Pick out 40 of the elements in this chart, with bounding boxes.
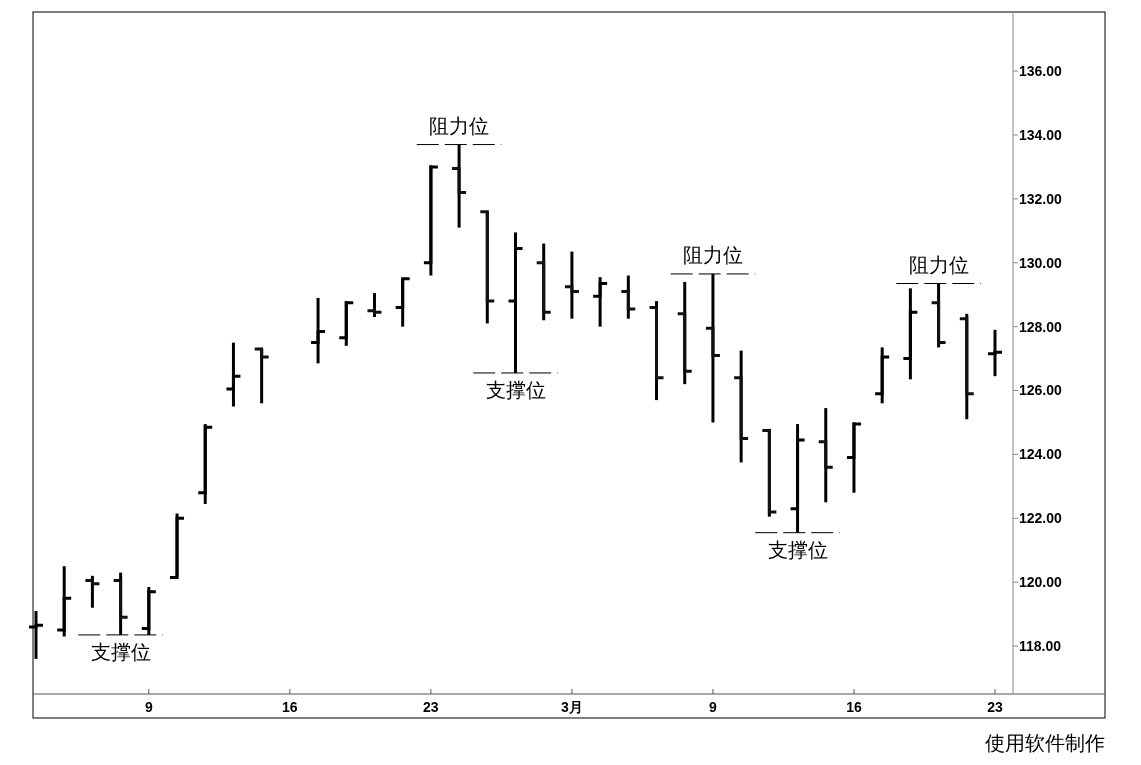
x-tick-label: 3月	[561, 699, 583, 715]
candlestick	[591, 277, 609, 327]
candlestick	[337, 301, 355, 346]
candlestick	[873, 347, 891, 404]
y-tick-label: 124.00	[1019, 446, 1063, 463]
y-tick-label: 128.00	[1019, 318, 1063, 335]
ref-line-label: 阻力位	[682, 243, 743, 266]
candlestick	[309, 296, 327, 364]
x-tick-label: 23	[423, 699, 439, 715]
candlestick	[901, 288, 919, 380]
ref-line-label: 支撑位	[90, 640, 151, 663]
x-tick-label: 16	[282, 699, 298, 715]
ref-line-label: 支撑位	[767, 538, 828, 561]
y-tick-label: 118.00	[1019, 637, 1062, 654]
candlestick	[563, 251, 581, 319]
y-tick-label: 120.00	[1019, 574, 1063, 591]
y-tick-label: 130.00	[1019, 254, 1063, 271]
candlestick	[845, 422, 863, 493]
candlestick	[83, 574, 101, 608]
candlestick	[196, 424, 214, 504]
ref-line-label: 阻力位	[908, 253, 969, 276]
candlestick	[422, 165, 440, 276]
y-tick-label: 126.00	[1019, 382, 1063, 399]
candlestick	[55, 566, 73, 637]
y-tick-label: 132.00	[1019, 190, 1063, 207]
x-tick-label: 16	[846, 699, 862, 715]
candlestick	[224, 342, 242, 407]
candlestick	[394, 277, 412, 327]
x-tick-label: 9	[144, 699, 153, 715]
candlestick	[365, 293, 383, 319]
y-tick-label: 122.00	[1019, 510, 1063, 527]
candlestick	[168, 513, 186, 579]
y-tick-label: 134.00	[1019, 126, 1063, 143]
x-tick-label: 9	[709, 699, 718, 715]
x-tick-label: 23	[987, 699, 1003, 715]
y-tick-label: 136.00	[1019, 63, 1063, 79]
text: 使用软件制作	[985, 732, 1105, 754]
candlestick	[986, 328, 1004, 378]
ref-line-label: 支撑位	[485, 378, 546, 401]
ref-line-label: 阻力位	[429, 114, 490, 137]
